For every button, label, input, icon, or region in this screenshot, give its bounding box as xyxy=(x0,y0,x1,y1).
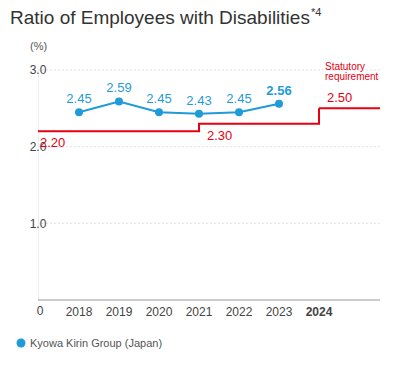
point xyxy=(235,108,243,116)
point xyxy=(75,108,83,116)
step-line xyxy=(79,108,319,131)
legend-label: Kyowa Kirin Group (Japan) xyxy=(30,337,162,349)
data-label: 2.20 xyxy=(40,135,65,150)
grid-line xyxy=(38,223,380,224)
chart: Ratio of Employees with Disabilities*4 (%… xyxy=(0,0,400,385)
y-tick: 3.0 xyxy=(30,63,47,77)
legend-marker xyxy=(17,339,26,348)
x-tick-label: 2019 xyxy=(106,305,133,319)
x-tick-label: 2024 xyxy=(306,305,333,319)
data-label: 2.59 xyxy=(106,80,131,95)
x-axis-line xyxy=(38,300,380,301)
legend: Kyowa Kirin Group (Japan) xyxy=(17,337,163,349)
point xyxy=(115,97,123,105)
series-name: Statutoryrequirement xyxy=(325,61,379,82)
y-axis: 01.02.03.0 xyxy=(30,63,47,318)
data-label: 2.45 xyxy=(226,91,251,106)
x-tick-label: 2023 xyxy=(266,305,293,319)
data-label: 2.56 xyxy=(266,83,291,98)
step-extension xyxy=(319,107,380,109)
x-tick-label: 2020 xyxy=(146,305,173,319)
chart-title: Ratio of Employees with Disabilities xyxy=(10,7,310,28)
x-tick-label: 2022 xyxy=(226,305,253,319)
step-extension xyxy=(38,130,79,132)
x-tick-label: 2021 xyxy=(186,305,213,319)
y-tick: 0 xyxy=(37,301,44,318)
y-axis-line xyxy=(38,71,39,301)
y-tick: 1.0 xyxy=(30,217,47,231)
y-tick-label: 3.0 xyxy=(30,63,47,77)
grid-line xyxy=(38,146,380,147)
data-label: 2.30 xyxy=(207,128,232,143)
point xyxy=(155,108,163,116)
x-tick-label: 2018 xyxy=(66,305,93,319)
point xyxy=(275,100,283,108)
point xyxy=(195,110,203,118)
y-tick-label: 0 xyxy=(37,304,44,318)
y-axis-label: (%) xyxy=(30,40,47,52)
labels: 2.45 2.59 2.45 2.43 2.45 2.56 2.20 2.30 2.50 Stat… xyxy=(40,61,379,150)
data-label: 2.43 xyxy=(186,93,211,108)
data-label: 2.45 xyxy=(66,91,91,106)
data-label: 2.45 xyxy=(146,91,171,106)
x-axis: 2018 2019 2020 2021 2022 2023 2024 xyxy=(38,300,380,319)
y-tick-label: 1.0 xyxy=(30,217,47,231)
title-note: *4 xyxy=(311,6,321,18)
grid xyxy=(38,70,380,223)
data-label: 2.50 xyxy=(327,90,352,105)
